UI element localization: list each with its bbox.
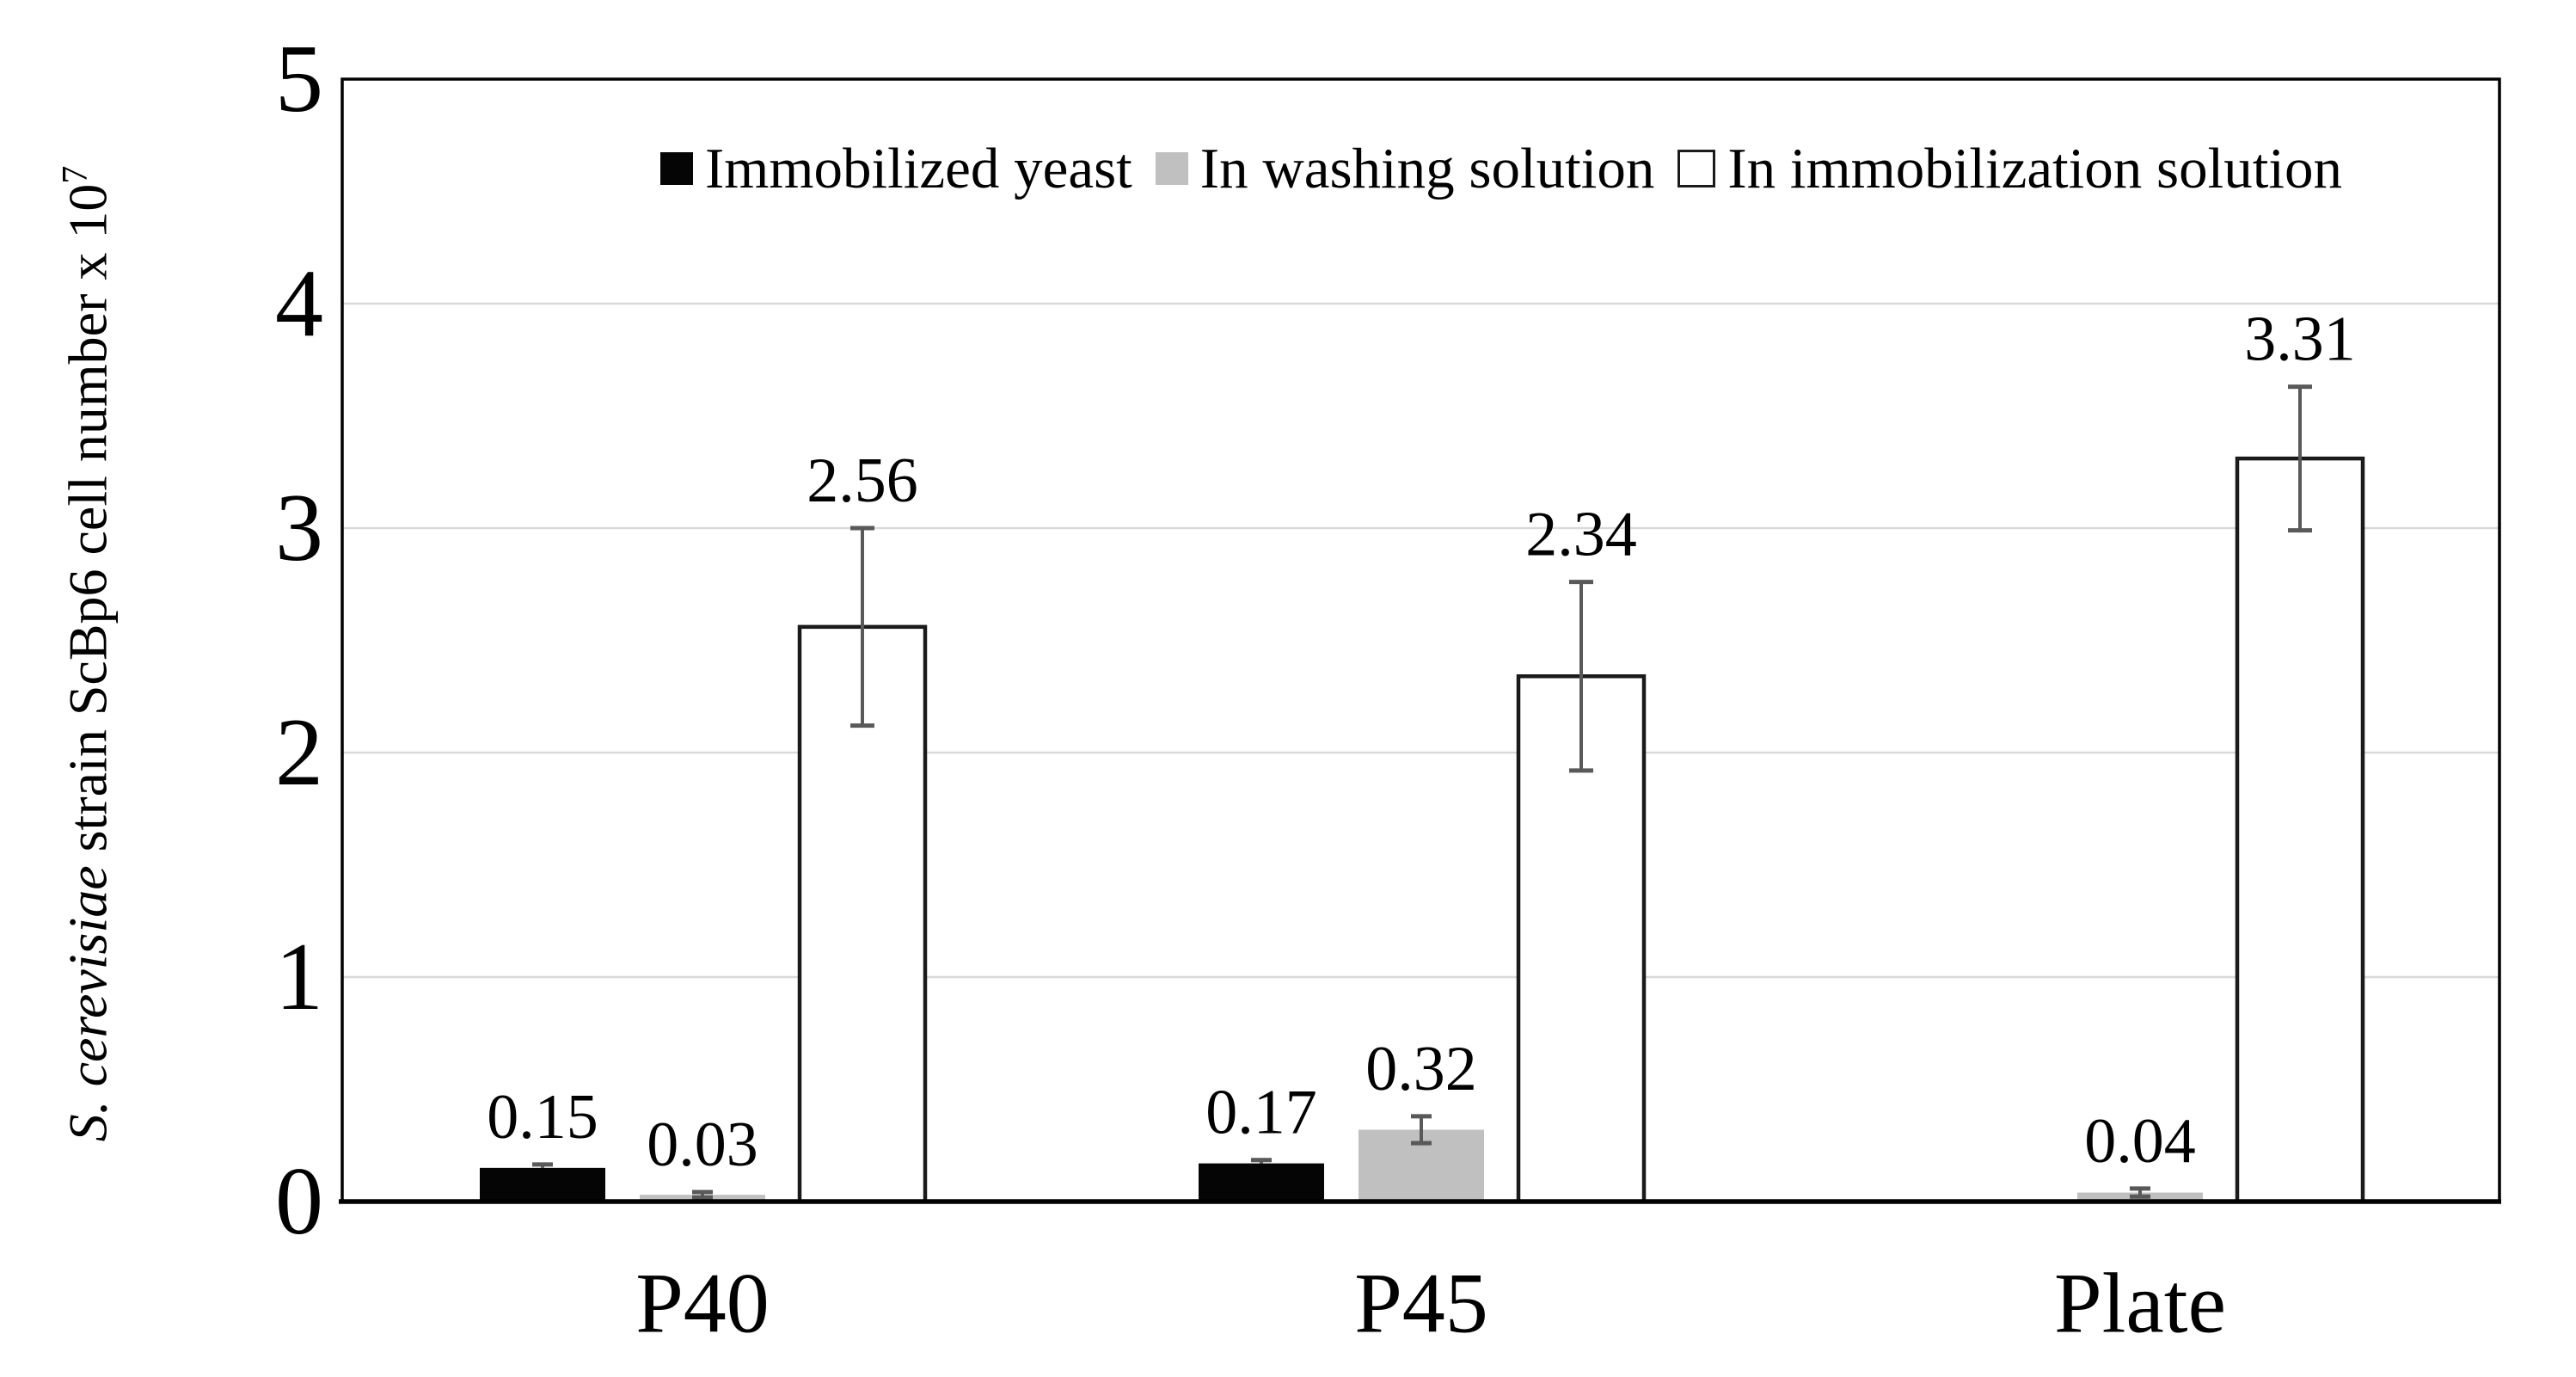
value-label-in-washing-solution-p40: 0.03 [647, 1110, 758, 1180]
y-tick-label-2: 2 [275, 699, 323, 806]
x-tick-label-p45: P45 [1354, 1256, 1488, 1351]
bar-immobilized-yeast-p40 [480, 1167, 605, 1202]
value-label-in-immobilization-solution-plate: 3.31 [2244, 304, 2356, 375]
legend-item-in-immobilization-solution: In immobilization solution [1677, 136, 2342, 202]
x-tick-label-plate: Plate [2054, 1256, 2226, 1351]
y-tick-label-1: 1 [275, 924, 323, 1030]
legend-label-in-washing-solution: In washing solution [1199, 136, 1655, 200]
chart-legend: Immobilized yeast In washing solution In i… [660, 136, 2342, 201]
value-label-immobilized-yeast-p45: 0.17 [1205, 1078, 1317, 1148]
value-label-in-immobilization-solution-p45: 2.34 [1525, 500, 1637, 570]
legend-swatch-icon-immobilized-yeast [660, 152, 693, 185]
legend-label-immobilized-yeast: Immobilized yeast [705, 136, 1132, 200]
y-tick-label-0: 0 [275, 1148, 323, 1255]
y-tick-label-5: 5 [275, 26, 323, 132]
bar-in-immobilization-solution-plate [2235, 456, 2365, 1204]
value-label-in-washing-solution-p45: 0.32 [1365, 1034, 1477, 1104]
y-tick-label-4: 4 [275, 250, 323, 357]
legend-item-immobilized-yeast: Immobilized yeast [660, 136, 1132, 202]
y-tick-label-3: 3 [275, 475, 323, 581]
value-label-in-washing-solution-plate: 0.04 [2084, 1106, 2196, 1177]
value-label-in-immobilization-solution-p40: 2.56 [807, 446, 918, 516]
legend-item-in-washing-solution: In washing solution [1155, 136, 1655, 202]
value-label-immobilized-yeast-p40: 0.15 [487, 1082, 598, 1153]
bar-immobilized-yeast-p45 [1199, 1163, 1324, 1202]
legend-swatch-icon-in-immobilization-solution [1677, 150, 1716, 187]
legend-swatch-icon-in-washing-solution [1155, 152, 1188, 185]
legend-label-in-immobilization-solution: In immobilization solution [1727, 136, 2342, 200]
x-tick-label-p40: P40 [635, 1256, 770, 1351]
